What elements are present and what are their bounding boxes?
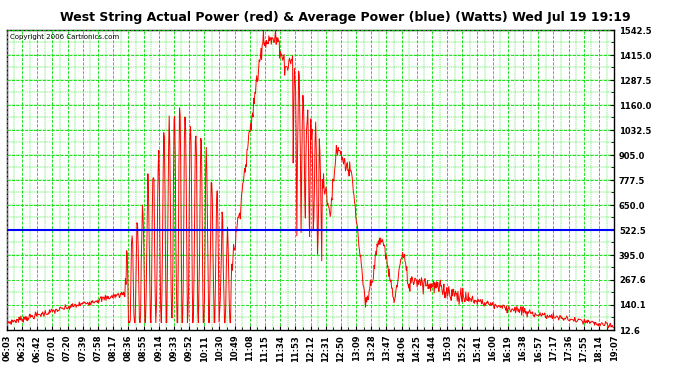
Text: Copyright 2006 Cartronics.com: Copyright 2006 Cartronics.com	[10, 34, 119, 40]
Text: West String Actual Power (red) & Average Power (blue) (Watts) Wed Jul 19 19:19: West String Actual Power (red) & Average…	[60, 11, 630, 24]
